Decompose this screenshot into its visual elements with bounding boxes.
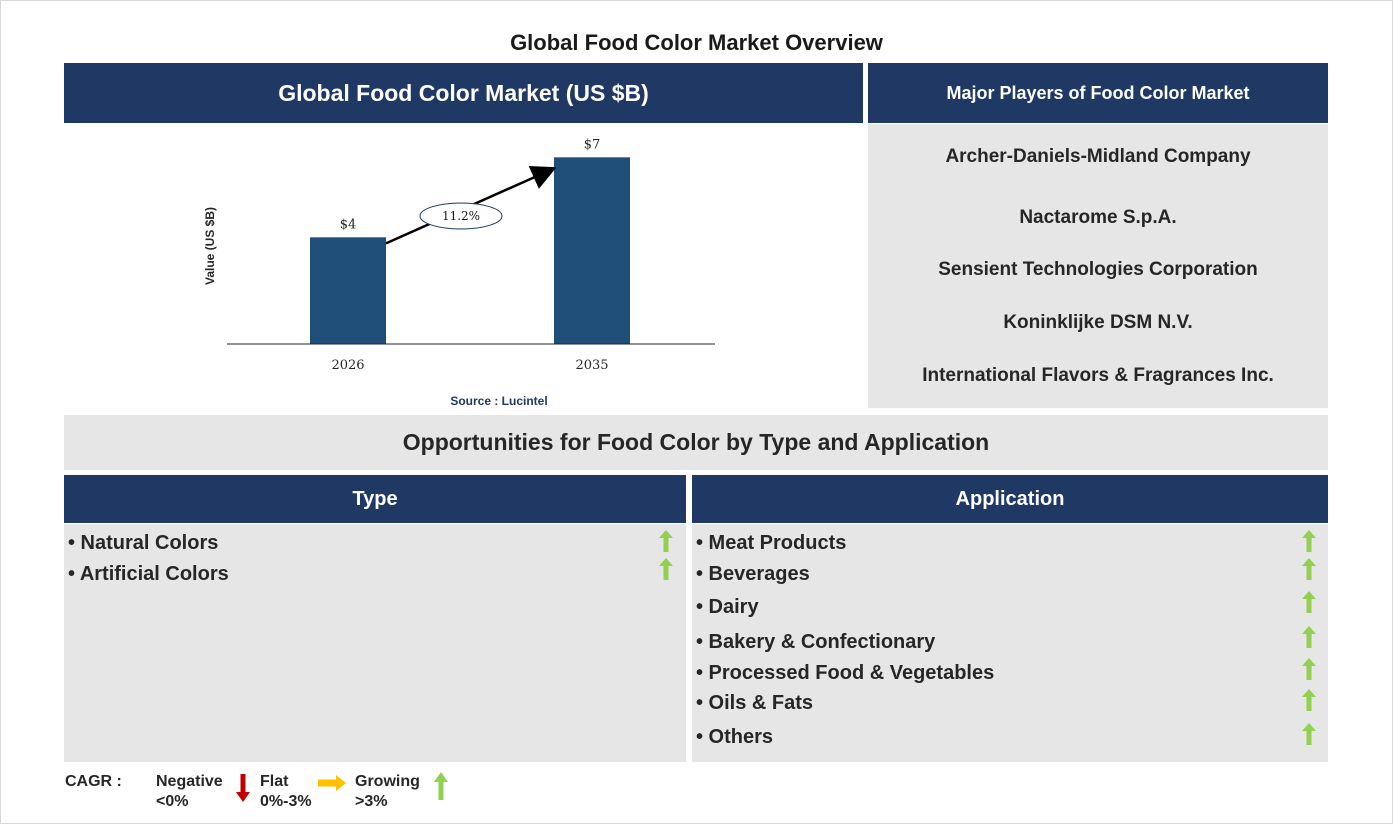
legend-growing: Growing >3% <box>355 772 420 812</box>
application-item: • Processed Food & Vegetables <box>696 662 995 684</box>
application-item: • Meat Products <box>696 532 847 554</box>
page-title: Global Food Color Market Overview <box>510 30 883 55</box>
growing-arrow-icon <box>1302 626 1316 648</box>
legend-negative-range: <0% <box>156 793 189 810</box>
flat-arrow-icon <box>318 775 346 791</box>
player-item: Sensient Technologies Corporation <box>938 259 1258 280</box>
growing-arrow-icon <box>1302 530 1316 552</box>
growing-arrow-icon <box>1302 723 1316 745</box>
application-item: • Oils & Fats <box>696 692 814 714</box>
player-item: International Flavors & Fragrances Inc. <box>922 365 1274 386</box>
player-item: Archer-Daniels-Midland Company <box>945 146 1251 167</box>
legend-growing-label: Growing <box>355 773 420 790</box>
chart-source: Source : Lucintel <box>450 394 547 408</box>
legend-growing-range: >3% <box>355 793 388 810</box>
cagr-ellipse <box>419 202 503 230</box>
growing-arrow-icon <box>1302 591 1316 613</box>
application-panel: • Meat Products • Beverages • Dairy • Ba… <box>692 524 1328 762</box>
type-item: • Artificial Colors <box>68 563 229 585</box>
x-tick-label: 2035 <box>575 358 608 373</box>
chart-svg: Value (US $B) $4 2026 $7 2035 11.2% Source … <box>203 137 715 408</box>
application-item: • Bakery & Confectionary <box>696 631 936 653</box>
type-header: Type <box>64 475 686 523</box>
type-panel: • Natural Colors • Artificial Colors <box>64 524 686 762</box>
players-header: Major Players of Food Color Market <box>868 63 1328 123</box>
growing-arrow-icon <box>659 530 673 552</box>
growing-arrow-icon <box>1302 689 1316 711</box>
application-header: Application <box>692 475 1328 523</box>
bar-2035 <box>554 157 630 344</box>
application-item: • Dairy <box>696 596 759 618</box>
market-chart: Value (US $B) $4 2026 $7 2035 11.2% Source … <box>64 124 863 414</box>
growing-arrow-icon <box>1302 658 1316 680</box>
players-panel: Archer-Daniels-Midland Company Nactarome… <box>868 124 1328 408</box>
application-item: • Others <box>696 726 774 748</box>
growing-arrow-icon <box>1302 558 1316 580</box>
player-item: Koninklijke DSM N.V. <box>1003 312 1193 333</box>
x-tick-label: 2026 <box>331 358 364 373</box>
bar-value-label: $4 <box>340 217 357 232</box>
cagr-label: 11.2% <box>442 209 480 223</box>
chart-header: Global Food Color Market (US $B) <box>64 63 863 123</box>
legend-negative: Negative <0% <box>156 772 223 812</box>
bar-value-label: $7 <box>584 137 601 152</box>
player-item: Nactarome S.p.A. <box>1019 207 1177 228</box>
bar-2026 <box>310 237 386 344</box>
growing-arrow-icon <box>659 558 673 580</box>
type-item: • Natural Colors <box>68 532 219 554</box>
legend-flat-label: Flat <box>260 773 289 790</box>
legend-negative-label: Negative <box>156 773 223 790</box>
legend-flat: Flat 0%-3% <box>260 772 312 812</box>
legend-flat-range: 0%-3% <box>260 793 312 810</box>
growing-arrow-icon <box>434 772 448 800</box>
negative-arrow-icon <box>236 774 250 802</box>
opportunities-title: Opportunities for Food Color by Type and… <box>64 415 1328 470</box>
y-axis-label: Value (US $B) <box>203 207 217 285</box>
application-item: • Beverages <box>696 563 810 585</box>
legend-cagr-label: CAGR : <box>65 773 122 790</box>
